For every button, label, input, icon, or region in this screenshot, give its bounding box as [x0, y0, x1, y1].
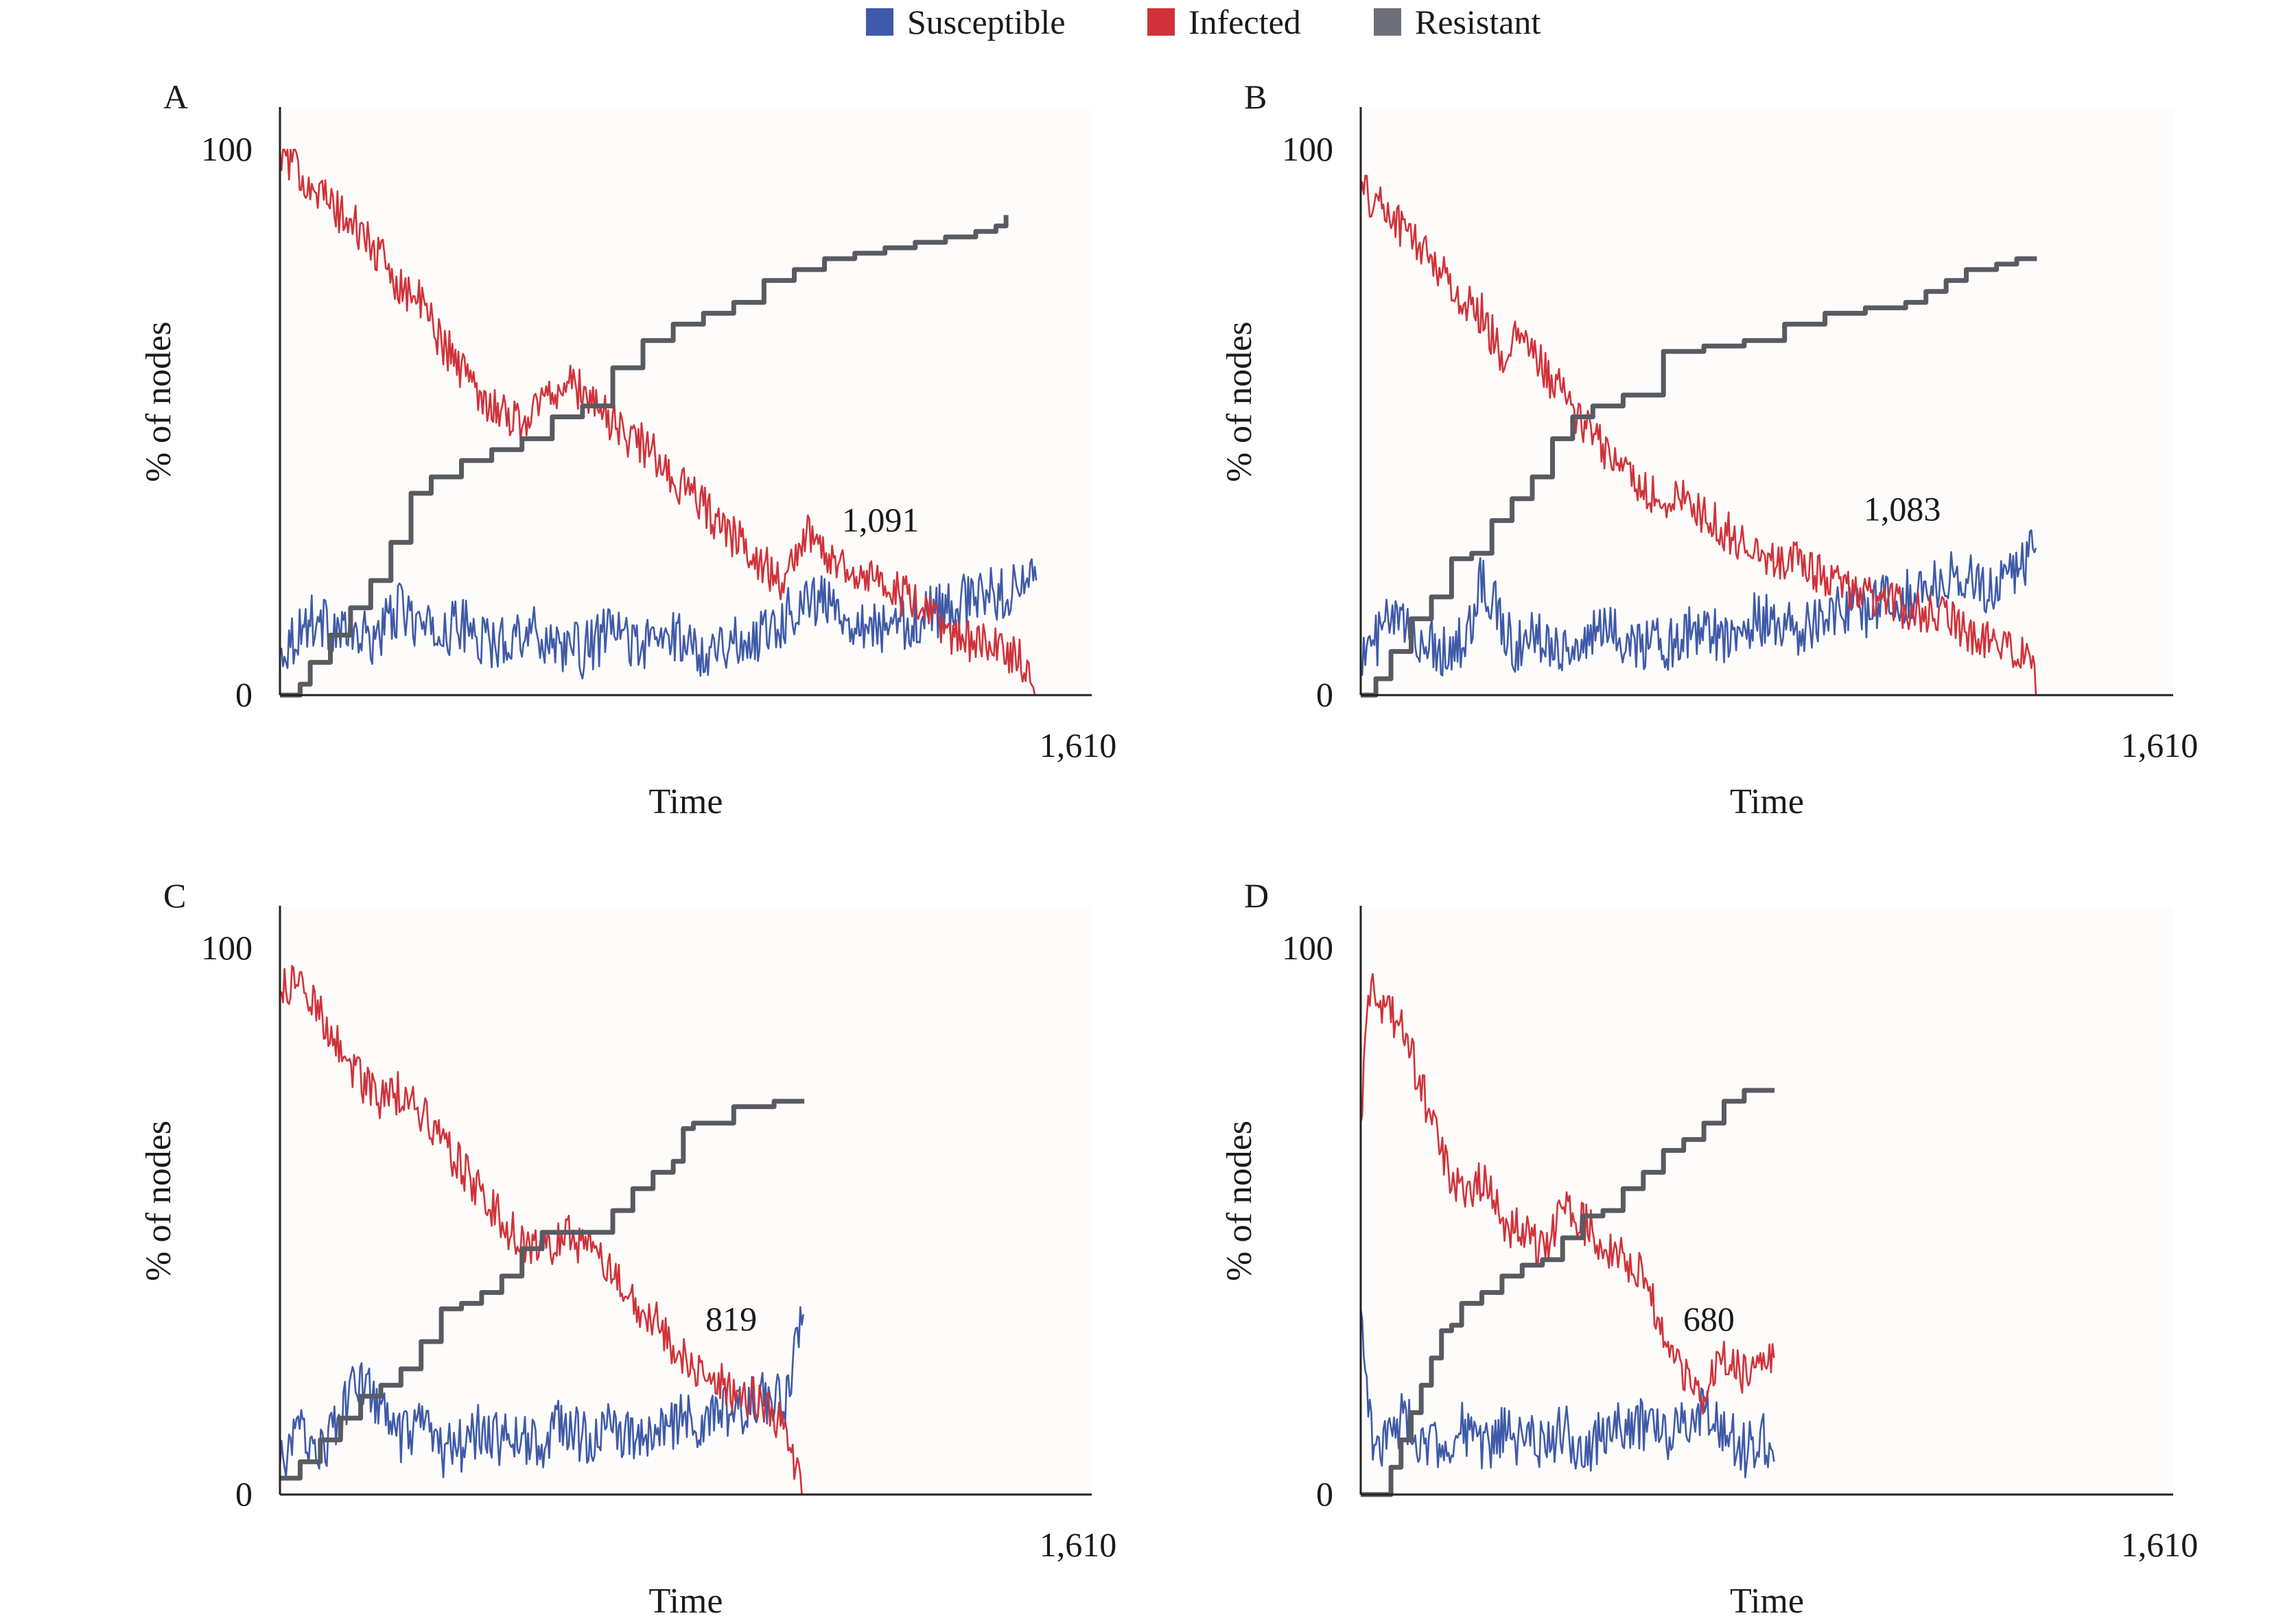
- series-line-susceptible: [1359, 1309, 1775, 1479]
- x-axis-label: Time: [649, 782, 723, 821]
- y-tick-label-0: 0: [235, 1475, 253, 1513]
- end-time-annotation: 680: [1683, 1300, 1735, 1338]
- panel-d: 100 0 1,610 D Time % of nodes 680: [1220, 876, 2198, 1616]
- y-axis-label: % of nodes: [1220, 322, 1259, 482]
- legend-item-infected: Infected: [1147, 1, 1301, 43]
- legend-swatch-infected: [1147, 8, 1175, 36]
- y-tick-label-0: 0: [1316, 675, 1333, 714]
- series-line-resistant: [280, 1099, 805, 1481]
- series-line-susceptible: [1359, 529, 2037, 677]
- y-tick-label-100: 100: [201, 928, 253, 967]
- end-time-annotation: 1,091: [842, 501, 919, 539]
- legend-swatch-resistant: [1374, 8, 1401, 36]
- panel-letter: C: [163, 876, 186, 915]
- series-line-resistant: [280, 215, 1009, 698]
- y-axis-label: % of nodes: [139, 1121, 178, 1281]
- plot-area: [280, 108, 1092, 695]
- end-time-annotation: 1,083: [1864, 490, 1941, 528]
- y-axis-label: % of nodes: [1220, 1121, 1259, 1281]
- series-line-resistant: [1361, 1088, 1774, 1497]
- y-tick-label-100: 100: [1282, 928, 1333, 967]
- y-axis-label: % of nodes: [139, 322, 178, 482]
- y-tick-label-0: 0: [1316, 1475, 1333, 1513]
- x-tick-label-end: 1,610: [2121, 726, 2199, 764]
- x-axis-label: Time: [649, 1582, 723, 1616]
- panel-letter: D: [1244, 876, 1269, 915]
- x-axis-label: Time: [1730, 782, 1804, 821]
- x-tick-label-end: 1,610: [1040, 1525, 1117, 1564]
- y-tick-label-0: 0: [235, 675, 253, 714]
- legend-label-resistant: Resistant: [1415, 3, 1541, 41]
- plot-area: [280, 907, 1092, 1495]
- end-time-annotation: 819: [705, 1300, 757, 1338]
- legend-label-infected: Infected: [1188, 3, 1301, 41]
- x-tick-label-end: 1,610: [2121, 1525, 2199, 1564]
- series-line-susceptible: [279, 558, 1038, 680]
- series-line-infected: [1359, 973, 1775, 1415]
- series-line-infected: [1359, 174, 2037, 696]
- panel-a: 100 0 1,610 A Time % of nodes 1,091: [139, 78, 1116, 821]
- legend-label-susceptible: Susceptible: [907, 3, 1066, 41]
- x-tick-label-end: 1,610: [1040, 726, 1117, 764]
- panel-letter: A: [163, 78, 188, 116]
- legend-swatch-susceptible: [866, 8, 893, 36]
- plot-area: [1361, 907, 2173, 1495]
- x-axis-label: Time: [1730, 1582, 1804, 1616]
- y-tick-label-100: 100: [201, 130, 253, 168]
- legend: Susceptible Infected Resistant: [0, 0, 2296, 48]
- panel-c: 100 0 1,610 C Time % of nodes 819: [139, 876, 1116, 1616]
- series-line-resistant: [1361, 256, 2037, 698]
- series-line-infected: [279, 148, 1037, 696]
- legend-item-resistant: Resistant: [1374, 1, 1541, 43]
- series-line-susceptible: [279, 1306, 804, 1479]
- y-tick-label-100: 100: [1282, 130, 1333, 168]
- panel-letter: B: [1244, 78, 1267, 116]
- legend-item-susceptible: Susceptible: [866, 1, 1066, 43]
- panel-b: 100 0 1,610 B Time % of nodes 1,083: [1220, 78, 2198, 821]
